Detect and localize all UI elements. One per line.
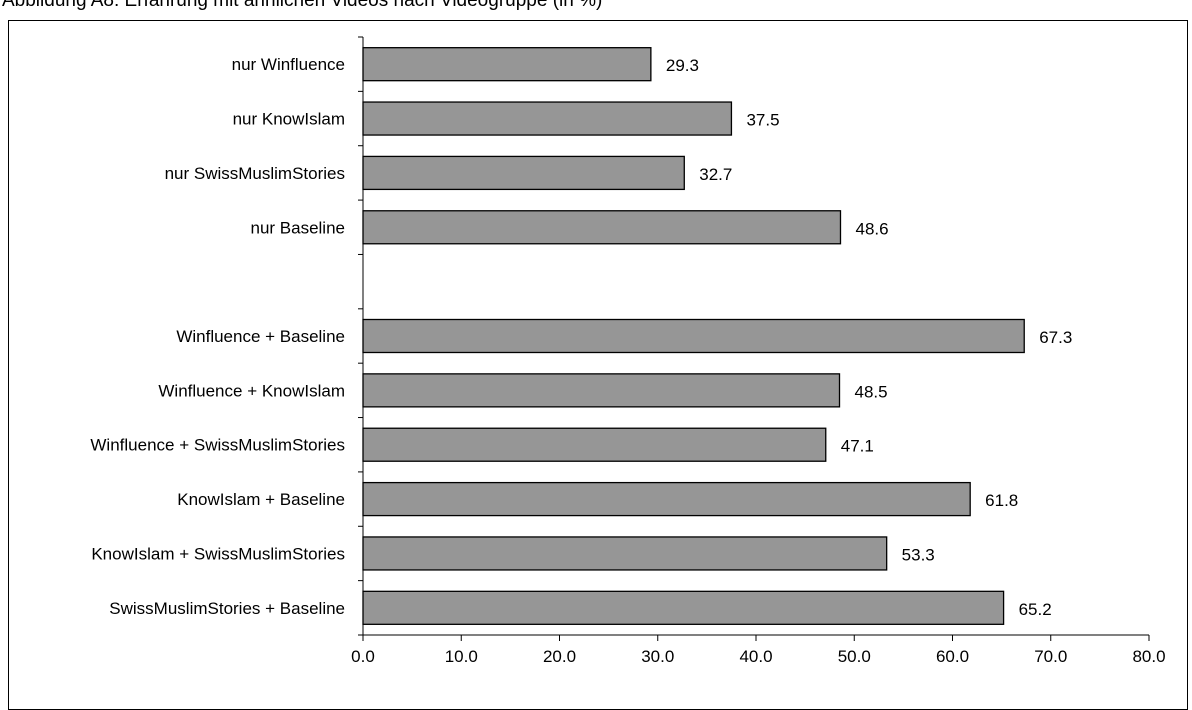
x-tick-label: 30.0: [641, 647, 674, 666]
bar: [362, 481, 971, 517]
x-tick-label: 20.0: [543, 647, 576, 666]
data-label: 29.3: [666, 56, 699, 75]
x-tick-label: 10.0: [445, 647, 478, 666]
category-label: nur SwissMuslimStories: [165, 164, 345, 183]
x-tick-label: 40.0: [739, 647, 772, 666]
data-label: 67.3: [1039, 328, 1072, 347]
chart-title: Abbildung A8: Erfahrung mit ähnlichen Vi…: [2, 0, 603, 11]
category-label: SwissMuslimStories + Baseline: [109, 599, 345, 618]
x-tick-label: 70.0: [1034, 647, 1067, 666]
data-label: 65.2: [1019, 600, 1052, 619]
category-label: nur Baseline: [250, 218, 345, 237]
x-tick-label: 50.0: [838, 647, 871, 666]
category-label: KnowIslam + SwissMuslimStories: [91, 544, 345, 563]
data-label: 48.6: [855, 219, 888, 238]
bar: [362, 427, 827, 462]
bar: [362, 47, 652, 82]
x-tick-label: 60.0: [936, 647, 969, 666]
category-label: Winfluence + SwissMuslimStories: [90, 436, 345, 455]
bar: [362, 155, 685, 191]
data-label: 48.5: [855, 382, 888, 401]
data-label: 53.3: [902, 545, 935, 564]
bar: [362, 101, 733, 136]
x-tick-label: 80.0: [1132, 647, 1165, 666]
bar: [362, 318, 1025, 354]
category-label: nur Winfluence: [232, 55, 345, 74]
data-label: 37.5: [746, 111, 779, 130]
x-tick-label: 0.0: [351, 647, 375, 666]
category-label: KnowIslam + Baseline: [177, 490, 345, 509]
bar: [362, 373, 841, 408]
bar: [362, 210, 842, 245]
category-label: Winfluence + KnowIslam: [158, 381, 345, 400]
bar: [362, 536, 888, 571]
data-label: 32.7: [699, 165, 732, 184]
category-label: nur KnowIslam: [233, 110, 345, 129]
category-label: Winfluence + Baseline: [176, 327, 345, 346]
data-label: 47.1: [841, 437, 874, 456]
bar: [362, 590, 1005, 625]
data-label: 61.8: [985, 491, 1018, 510]
